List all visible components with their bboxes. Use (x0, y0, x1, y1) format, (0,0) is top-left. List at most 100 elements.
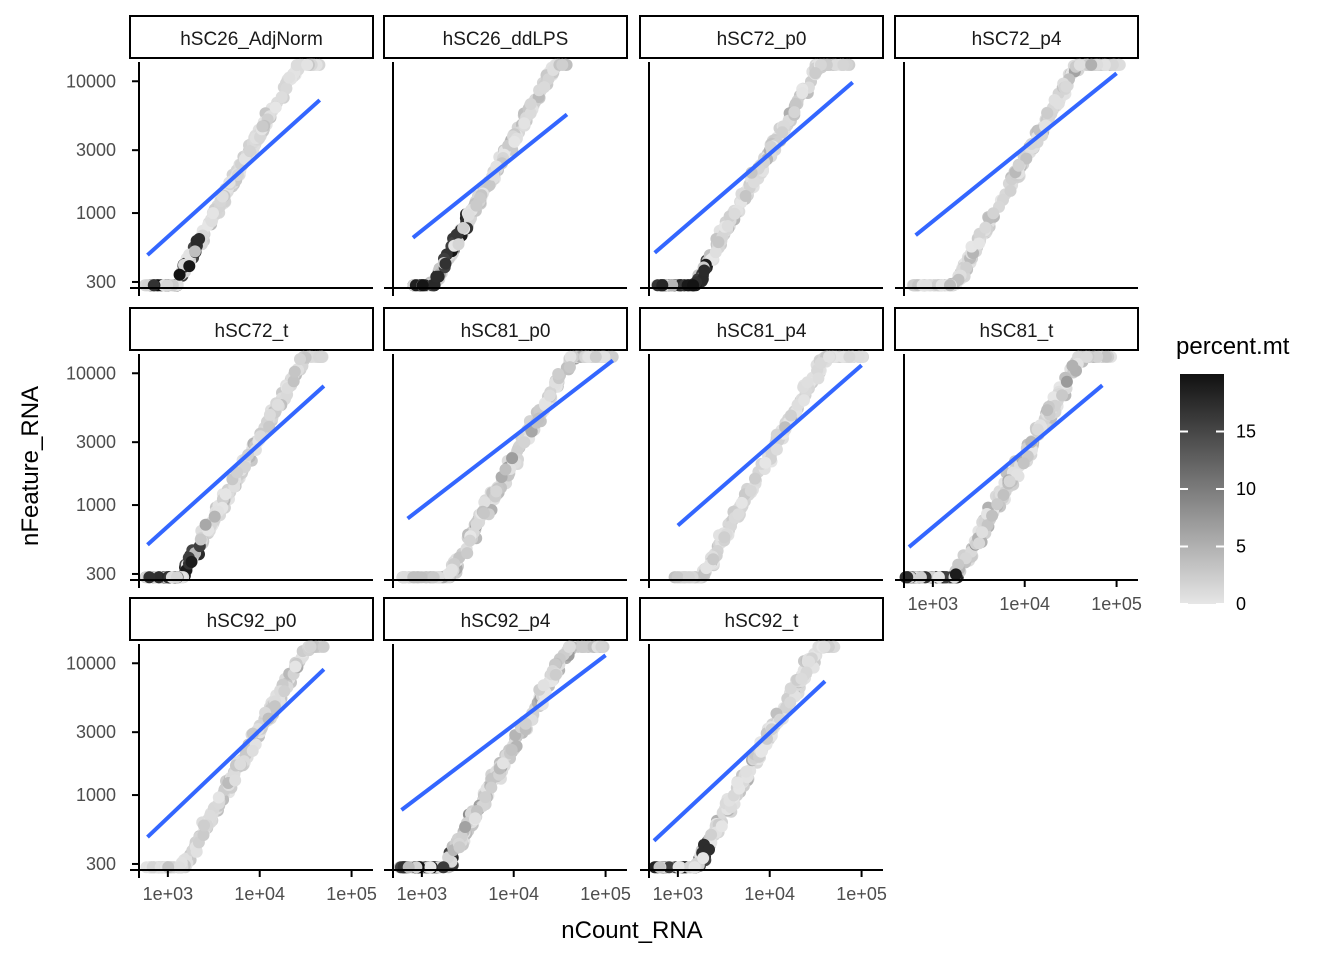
data-point (1003, 475, 1016, 488)
data-point (705, 828, 718, 841)
data-point (199, 518, 212, 531)
data-point (656, 279, 669, 292)
data-point (843, 350, 856, 363)
data-point (1085, 58, 1098, 71)
facet-strip-label: hSC92_p4 (461, 611, 551, 632)
fit-line (146, 667, 326, 839)
point-group (899, 350, 1118, 584)
data-point (197, 829, 210, 841)
data-point (1041, 404, 1054, 417)
x-tick-label: 1e+04 (744, 884, 795, 904)
data-point (212, 791, 225, 804)
x-axis-title: nCount_RNA (561, 917, 702, 944)
data-point (183, 260, 196, 273)
data-point (290, 59, 303, 72)
x-tick-label: 1e+05 (580, 884, 631, 904)
data-point (204, 809, 217, 822)
fit-line (400, 653, 607, 812)
data-point (914, 571, 927, 584)
data-point (776, 126, 789, 139)
data-point (316, 350, 329, 363)
data-point (194, 533, 207, 546)
data-point (744, 484, 757, 497)
data-point (1073, 58, 1086, 71)
data-point (715, 820, 728, 833)
facet-strip-label: hSC92_t (725, 611, 800, 632)
data-point (304, 640, 317, 653)
data-point (524, 107, 537, 120)
data-point (439, 257, 452, 270)
point-group (650, 58, 856, 292)
facet-strip-label: hSC81_t (980, 321, 1055, 342)
facet-strip (639, 15, 884, 59)
data-point (459, 821, 472, 833)
data-point (1060, 80, 1073, 93)
data-point (976, 526, 989, 539)
data-point (986, 509, 999, 522)
facet-strip (639, 597, 884, 641)
data-point (1080, 350, 1093, 363)
data-point (524, 98, 537, 110)
y-tick-label: 3000 (76, 140, 116, 160)
facet-strip (383, 15, 628, 59)
data-point (497, 757, 509, 770)
data-point (402, 861, 415, 874)
colorbar-tick-label: 5 (1236, 537, 1246, 557)
data-point (784, 696, 797, 709)
data-point (552, 368, 565, 380)
data-point (537, 679, 550, 692)
data-point (712, 236, 725, 249)
x-tick-label: 1e+03 (908, 594, 959, 614)
data-point (538, 81, 551, 94)
data-point (1091, 350, 1104, 363)
y-tick-label: 10000 (66, 71, 116, 91)
colorbar-ticks: 0 5 10 15 (1180, 422, 1256, 614)
data-point (997, 489, 1010, 501)
data-point (575, 640, 588, 653)
x-tick-label: 1e+04 (999, 594, 1050, 614)
data-point (798, 394, 810, 407)
data-point (1048, 94, 1061, 106)
data-point (424, 861, 437, 874)
data-point (256, 120, 269, 133)
data-point (198, 819, 210, 832)
facet-strip-label: hSC26_AdjNorm (180, 29, 323, 50)
facet-strip-label: hSC26_ddLPS (443, 29, 569, 50)
data-point (703, 843, 715, 856)
data-point (755, 745, 768, 758)
data-point (795, 672, 808, 685)
data-point (445, 563, 458, 576)
data-point (506, 452, 519, 465)
fit-line (652, 679, 827, 843)
data-point (457, 222, 470, 234)
data-point (1011, 468, 1024, 481)
facet-strip-label: hSC92_p0 (207, 611, 297, 632)
x-tick-label: 1e+05 (836, 884, 887, 904)
data-point (269, 101, 282, 114)
point-group (138, 58, 326, 292)
facet-strip-label: hSC72_p4 (972, 29, 1062, 50)
data-point (519, 717, 532, 730)
facet-strip (383, 307, 628, 351)
data-point (801, 376, 814, 389)
data-point (1020, 152, 1033, 165)
data-point (518, 117, 531, 130)
data-point (788, 106, 801, 119)
facet-panel: hSC26_ddLPS (383, 15, 628, 296)
data-point (147, 279, 160, 292)
data-point (979, 221, 992, 234)
data-point (271, 398, 284, 411)
data-point (1066, 359, 1079, 372)
data-point (525, 425, 538, 438)
fit-line (146, 98, 322, 257)
data-point (263, 408, 276, 421)
fit-line (676, 363, 863, 527)
data-point (796, 87, 809, 99)
data-point (700, 562, 713, 575)
data-point (452, 238, 465, 251)
facet-panel: hSC92_p4 1e+03 1e+04 1e+05 (383, 597, 631, 904)
data-point (470, 199, 483, 212)
facet-panel: hSC92_p0 300 1000 3000 10000 1e+03 1e+04 1e+05 (66, 597, 377, 904)
fit-line (146, 384, 326, 547)
